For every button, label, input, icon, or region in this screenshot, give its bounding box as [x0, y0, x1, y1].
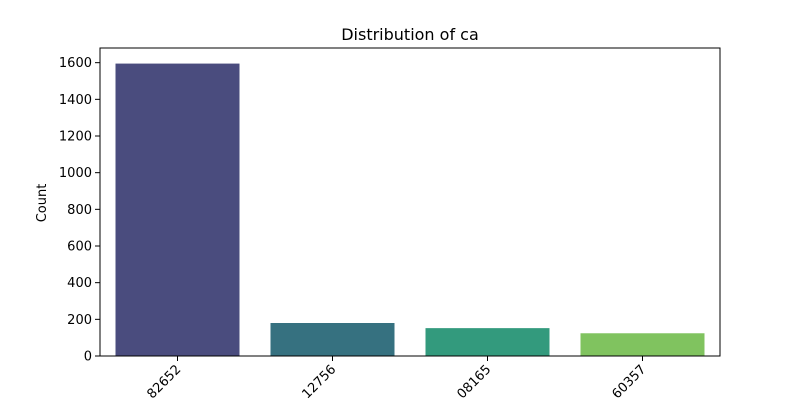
bar-82652 [115, 63, 240, 356]
y-axis-label: Count [35, 184, 50, 223]
x-tick-label-82652: 82652 [144, 362, 184, 400]
y-tick-label-1200: 1200 [59, 130, 92, 145]
y-tick-label-1400: 1400 [59, 93, 92, 108]
x-tick-label-12756: 12756 [299, 362, 339, 400]
y-tick-label-200: 200 [67, 313, 92, 328]
bar-60357 [580, 333, 705, 356]
bar-08165 [425, 328, 550, 356]
y-tick-label-1000: 1000 [59, 166, 92, 181]
y-tick-label-800: 800 [67, 203, 92, 218]
plot-area: 0 200 400 600 800 1000 1200 1400 1600 82652 12756 0… [59, 47, 721, 400]
y-tick-label-600: 600 [67, 240, 92, 255]
y-tick-label-1600: 1600 [59, 56, 92, 71]
plot-frame [99, 47, 721, 357]
x-tick-label-08165: 08165 [454, 362, 494, 400]
x-tick-label-60357: 60357 [609, 362, 649, 400]
y-tick-label-0: 0 [84, 350, 92, 365]
bar-12756 [270, 323, 395, 356]
chart-title: Distribution of ca [341, 25, 479, 44]
y-tick-label-400: 400 [67, 276, 92, 291]
